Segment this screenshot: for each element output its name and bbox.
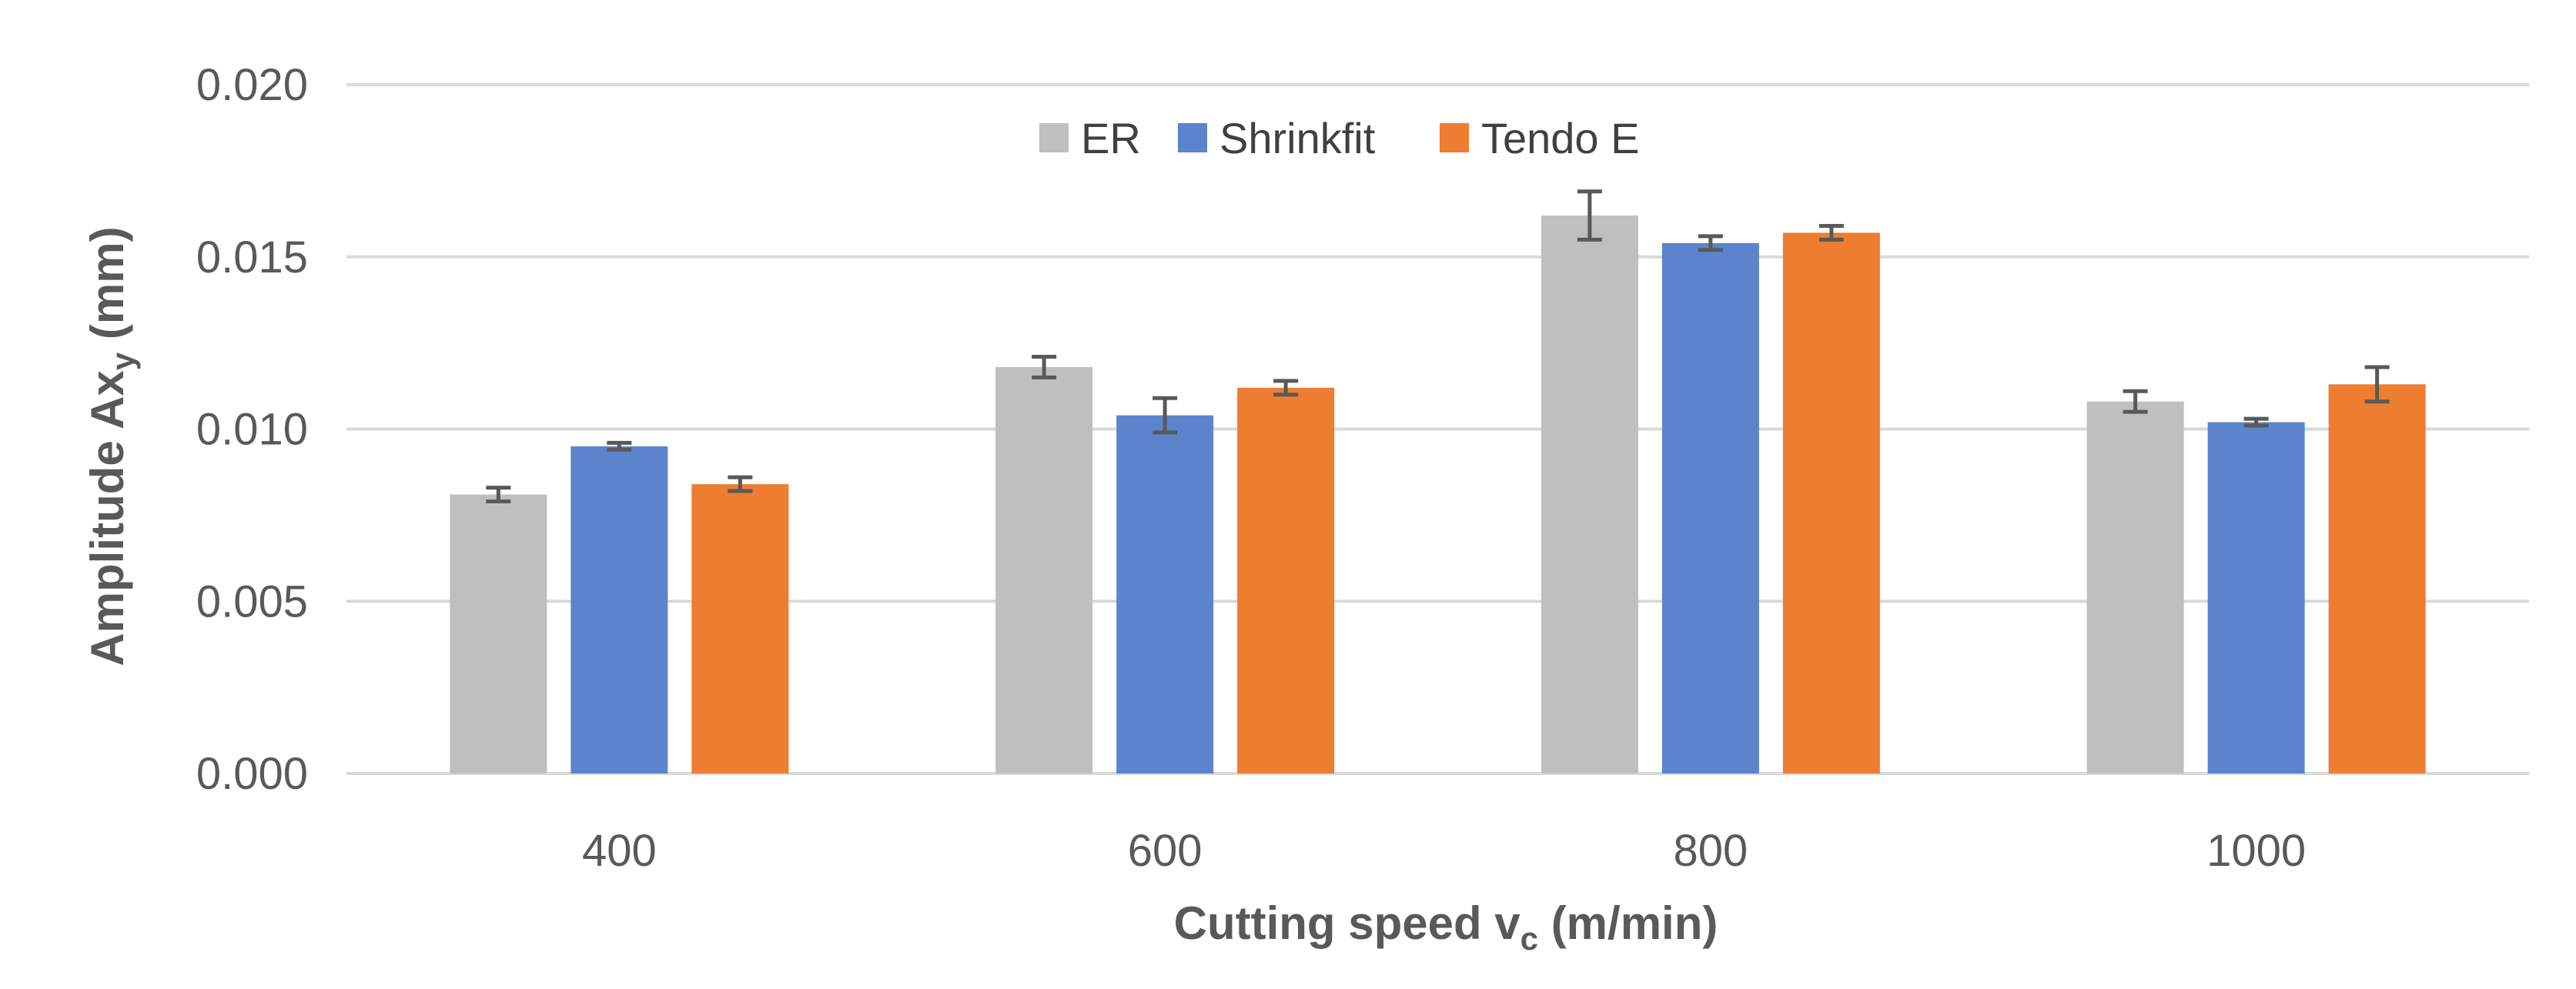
bar-tendo-e-400 bbox=[691, 484, 789, 773]
y-tick-label: 0.010 bbox=[196, 405, 308, 455]
y-axis-title-main: Amplitude Ax bbox=[82, 370, 133, 666]
error-bar bbox=[1577, 189, 1602, 242]
y-tick-label: 0.015 bbox=[196, 232, 308, 282]
error-bar bbox=[728, 475, 753, 493]
bar-tendo-e-600 bbox=[1237, 387, 1335, 773]
bar-shrinkfit-800 bbox=[1661, 242, 1759, 774]
legend-label: Tendo E bbox=[1481, 114, 1640, 162]
bar-er-1000 bbox=[2086, 401, 2184, 773]
x-axis-title: Cutting speed vc (m/min) bbox=[1174, 897, 1718, 957]
legend-swatch bbox=[1039, 123, 1069, 152]
bar-shrinkfit-600 bbox=[1116, 415, 1214, 773]
x-axis-title-tail: (m/min) bbox=[1538, 897, 1718, 949]
x-axis-title-subscript: c bbox=[1521, 921, 1538, 957]
legend-label: Shrinkfit bbox=[1219, 114, 1376, 162]
bar-tendo-e-1000 bbox=[2328, 384, 2426, 773]
error-bar bbox=[486, 486, 511, 503]
error-bar bbox=[2364, 365, 2390, 404]
bar-er-600 bbox=[995, 366, 1093, 773]
y-axis-title: Amplitude Axy (mm) bbox=[82, 226, 141, 666]
legend-item: ER bbox=[1039, 114, 1141, 162]
error-bar bbox=[1818, 223, 1844, 242]
gridlines bbox=[346, 83, 2529, 775]
error-bar bbox=[1698, 234, 1723, 252]
legend-item: Shrinkfit bbox=[1178, 114, 1376, 162]
error-bar bbox=[607, 440, 632, 452]
bar-tendo-e-800 bbox=[1782, 232, 1880, 773]
y-axis-ticks: 0.000 0.005 0.010 0.015 0.020 bbox=[196, 60, 308, 799]
x-axis-ticks: 400 600 800 1000 bbox=[582, 826, 2306, 876]
error-bar bbox=[1153, 396, 1178, 435]
bar-er-400 bbox=[450, 494, 547, 773]
bar-er-800 bbox=[1541, 216, 1638, 773]
error-bar bbox=[1273, 379, 1299, 397]
legend-label: ER bbox=[1081, 114, 1141, 162]
bar-shrinkfit-400 bbox=[570, 446, 668, 773]
y-axis-title-tail: (mm) bbox=[82, 226, 133, 352]
error-bars bbox=[486, 189, 2390, 503]
x-tick-label: 1000 bbox=[2206, 826, 2306, 876]
legend-item: Tendo E bbox=[1440, 114, 1640, 162]
bar-shrinkfit-1000 bbox=[2207, 422, 2305, 773]
legend: ER Shrinkfit Tendo E bbox=[1039, 114, 1640, 162]
y-axis-title-subscript: y bbox=[105, 352, 141, 370]
y-tick-label: 0.020 bbox=[196, 60, 308, 110]
error-bar bbox=[2123, 389, 2148, 414]
bars bbox=[450, 216, 2426, 774]
x-axis-title-main: Cutting speed v bbox=[1174, 897, 1521, 949]
y-tick-label: 0.005 bbox=[196, 576, 308, 626]
x-tick-label: 800 bbox=[1673, 826, 1748, 876]
legend-swatch bbox=[1440, 123, 1469, 152]
x-tick-label: 600 bbox=[1128, 826, 1203, 876]
x-tick-label: 400 bbox=[582, 826, 657, 876]
legend-swatch bbox=[1178, 123, 1207, 152]
error-bar bbox=[1032, 355, 1057, 379]
error-bar bbox=[2243, 416, 2269, 428]
y-tick-label: 0.000 bbox=[196, 749, 308, 799]
